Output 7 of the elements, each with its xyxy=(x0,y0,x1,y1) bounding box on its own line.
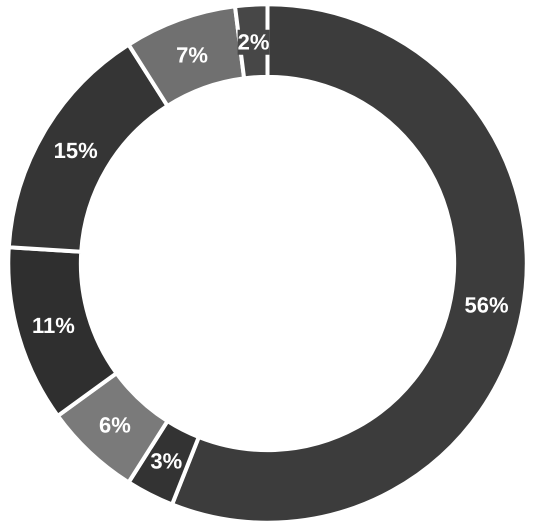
data-label: 6% xyxy=(98,412,131,438)
data-label: 2% xyxy=(238,30,270,55)
data-label: 11% xyxy=(32,312,75,338)
data-label: 15% xyxy=(54,138,98,164)
data-label: 56% xyxy=(464,292,509,318)
data-label: 7% xyxy=(176,42,208,68)
data-label: 3% xyxy=(150,448,182,474)
